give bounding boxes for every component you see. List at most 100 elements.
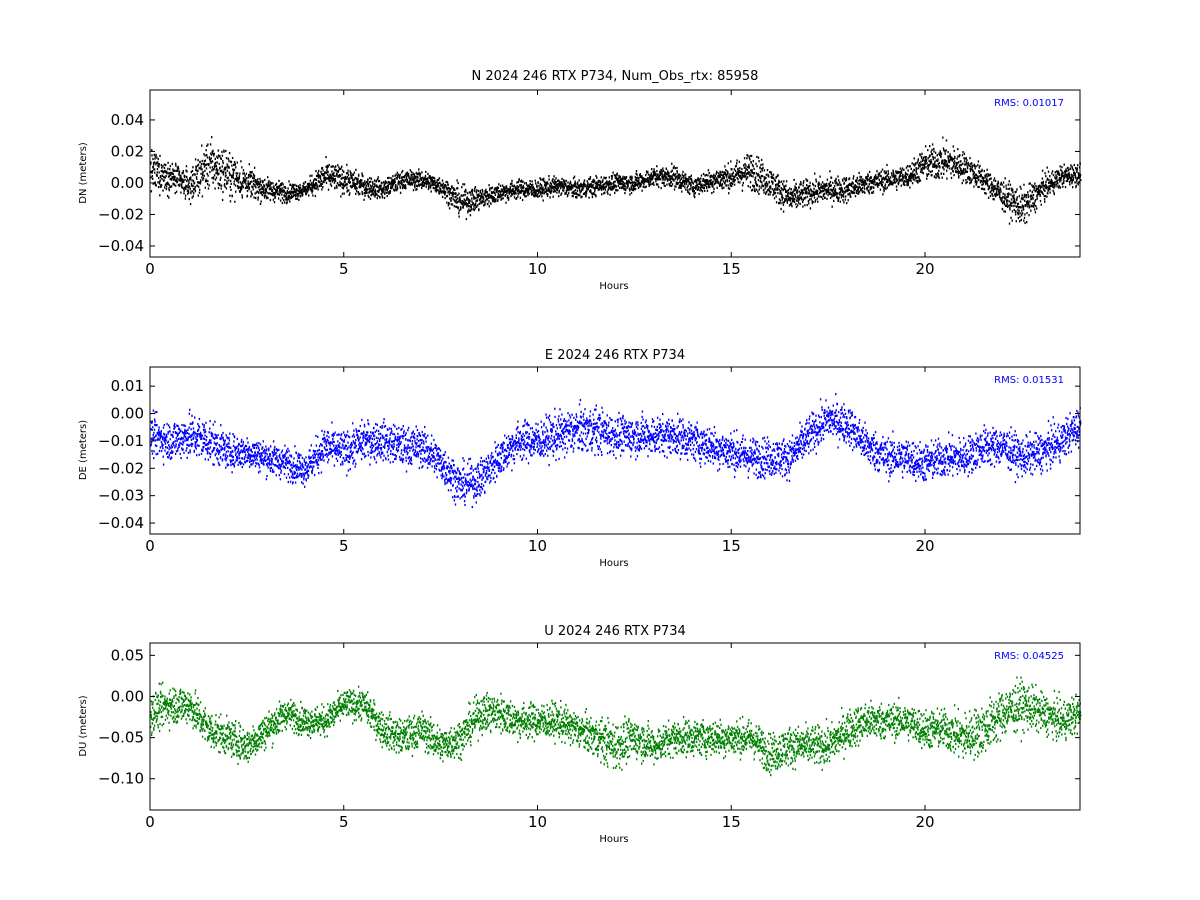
north-point — [262, 190, 265, 193]
north-point — [789, 199, 792, 202]
north-point — [808, 192, 810, 195]
north-point — [850, 195, 852, 198]
north-point — [655, 172, 657, 176]
north-point — [304, 181, 307, 184]
north-point — [917, 181, 919, 184]
north-point — [898, 181, 900, 184]
north-point — [762, 163, 764, 166]
north-point — [425, 183, 428, 186]
north-point — [456, 205, 458, 209]
north-point — [234, 200, 236, 203]
north-point — [265, 189, 267, 192]
north-point — [885, 180, 888, 184]
north-point — [360, 179, 362, 182]
north-point — [463, 190, 466, 193]
north-point — [221, 150, 223, 153]
north-point — [269, 181, 272, 184]
north-point — [807, 185, 809, 188]
north-point — [238, 185, 240, 188]
north-point — [614, 176, 617, 179]
north-point — [934, 151, 937, 154]
north-point — [291, 185, 294, 189]
north-point — [289, 197, 291, 200]
north-point — [1002, 196, 1004, 199]
north-point — [1027, 193, 1029, 196]
north-point — [594, 194, 597, 197]
north-point — [925, 159, 928, 162]
north-point — [885, 170, 887, 173]
north-point — [736, 162, 738, 165]
north-point — [375, 179, 377, 182]
north-point — [933, 163, 935, 166]
north-point — [839, 187, 841, 190]
north-point — [353, 178, 355, 181]
north-point — [917, 158, 919, 161]
north-point — [726, 178, 728, 181]
north-point — [576, 182, 578, 185]
north-point — [741, 189, 744, 192]
north-point — [511, 193, 514, 196]
north-point — [484, 202, 486, 205]
north-point — [952, 166, 954, 169]
north-point — [436, 189, 438, 192]
north-point — [850, 183, 852, 186]
north-point — [156, 174, 158, 177]
north-point — [919, 165, 921, 168]
north-point — [430, 176, 433, 179]
north-point — [558, 189, 560, 192]
north-point — [347, 169, 349, 172]
north-point — [900, 170, 902, 173]
north-point — [624, 185, 626, 188]
north-point — [648, 176, 651, 179]
north-point — [979, 181, 982, 184]
north-point — [202, 177, 205, 180]
north-point — [867, 174, 869, 178]
north-point — [989, 173, 992, 176]
north-point — [873, 186, 875, 189]
north-point — [805, 192, 807, 195]
north-point — [647, 170, 649, 174]
north-point — [563, 179, 565, 182]
north-point — [302, 190, 305, 193]
north-point — [625, 188, 627, 191]
north-point — [931, 153, 934, 156]
north-point — [1038, 185, 1040, 188]
north-point — [401, 176, 403, 179]
north-point — [868, 185, 870, 188]
north-point — [715, 172, 717, 175]
north-point — [523, 192, 525, 195]
north-point — [542, 179, 545, 182]
north-point — [844, 178, 846, 181]
north-point — [569, 180, 572, 183]
north-point — [979, 164, 981, 167]
north-point — [774, 188, 776, 191]
north-point — [448, 207, 451, 210]
north-point — [665, 176, 668, 179]
north-point — [509, 185, 511, 189]
north-point — [736, 171, 739, 174]
north-point — [293, 193, 295, 196]
north-point — [592, 186, 594, 189]
north-point — [246, 186, 248, 189]
north-point — [557, 184, 559, 187]
north-point — [961, 182, 963, 185]
north-point — [299, 186, 302, 189]
north-point — [439, 189, 442, 192]
north-point — [1021, 209, 1023, 212]
north-point — [1004, 193, 1006, 196]
north-point — [795, 186, 797, 190]
north-point — [832, 192, 834, 195]
north-point — [325, 177, 327, 181]
north-point — [597, 187, 599, 190]
north-point — [455, 205, 457, 208]
north-point — [247, 176, 250, 179]
north-point — [457, 200, 460, 203]
north-point — [158, 176, 160, 180]
north-point — [249, 171, 251, 174]
north-point — [652, 174, 655, 177]
north-point — [651, 168, 653, 171]
north-point — [371, 185, 373, 188]
north-point — [341, 177, 343, 180]
north-point — [507, 196, 510, 200]
north-point — [583, 181, 585, 184]
